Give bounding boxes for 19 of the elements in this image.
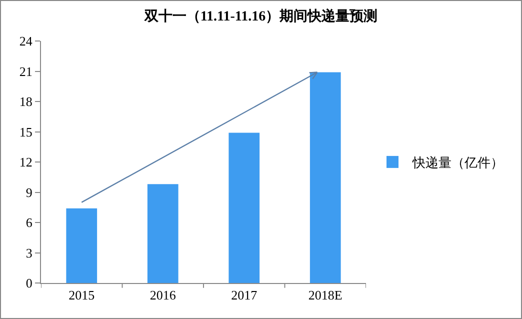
- x-tick-label: 2016: [150, 288, 176, 303]
- y-tick-label: 12: [19, 154, 32, 170]
- y-tick-label: 18: [19, 94, 32, 110]
- y-tick-label: 6: [26, 215, 33, 230]
- y-tick-label: 9: [26, 184, 32, 200]
- bar: [147, 184, 178, 283]
- y-tick-label: 24: [19, 34, 33, 49]
- y-tick-label: 21: [19, 64, 32, 79]
- x-tick-label: 2018E: [308, 288, 342, 303]
- y-tick-label: 0: [26, 276, 32, 291]
- bar: [228, 132, 260, 283]
- legend-label: 快递量（亿件）: [412, 155, 504, 170]
- chart-title: 双十一（11.11-11.16）期间快递量预测: [143, 7, 378, 24]
- y-tick-label: 3: [26, 245, 32, 260]
- x-tick-label: 2015: [68, 288, 95, 303]
- bar: [66, 208, 98, 283]
- x-tick-label: 2017: [231, 288, 258, 303]
- bar: [310, 72, 341, 283]
- y-tick-label: 15: [19, 124, 32, 140]
